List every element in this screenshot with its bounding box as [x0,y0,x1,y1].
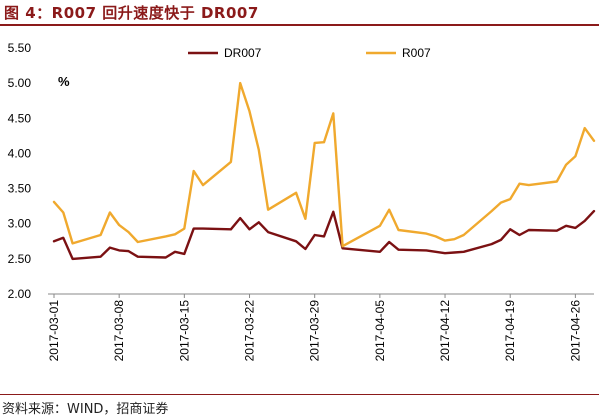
figure-title: 图 4：R007 回升速度快于 DR007 [4,4,259,22]
y-tick-label: 4.00 [8,146,32,160]
y-tick-label: 2.50 [8,252,32,266]
y-tick-label: 4.50 [8,111,32,125]
y-tick-label: 3.00 [8,217,32,231]
x-tick-label: 2017-04-19 [503,300,517,362]
legend: DR007 R007 [188,46,431,60]
x-tick-label: 2017-03-15 [177,300,191,362]
y-tick-label: 5.50 [8,41,32,55]
x-tick-label: 2017-03-29 [308,300,322,362]
source-note: 资料来源：WIND，招商证券 [2,402,169,417]
x-tick-label: 2017-04-26 [568,300,582,362]
series-lines [52,81,596,261]
series-line-r007 [52,81,596,248]
y-tick-label: 2.00 [8,287,32,301]
line-chart: 2.00 2.50 3.00 3.50 4.00 4.50 5.00 5.50 2017-03-… [8,41,596,361]
footer-divider [0,394,599,395]
legend-label-r007: R007 [402,46,431,60]
x-tick-label: 2017-03-08 [112,300,126,362]
series-line-dr007 [52,209,596,261]
unit-label: % [58,74,70,89]
x-tick-label: 2017-03-22 [243,300,257,362]
x-tick-label: 2017-03-01 [47,300,61,362]
y-tick-label: 5.00 [8,76,32,90]
x-tick-label: 2017-04-12 [438,300,452,362]
legend-label-dr007: DR007 [224,46,262,60]
x-tick-label: 2017-04-05 [373,300,387,362]
axes: 2.00 2.50 3.00 3.50 4.00 4.50 5.00 5.50 2017-03-… [8,41,594,361]
title-divider [0,24,599,26]
y-tick-label: 3.50 [8,182,32,196]
